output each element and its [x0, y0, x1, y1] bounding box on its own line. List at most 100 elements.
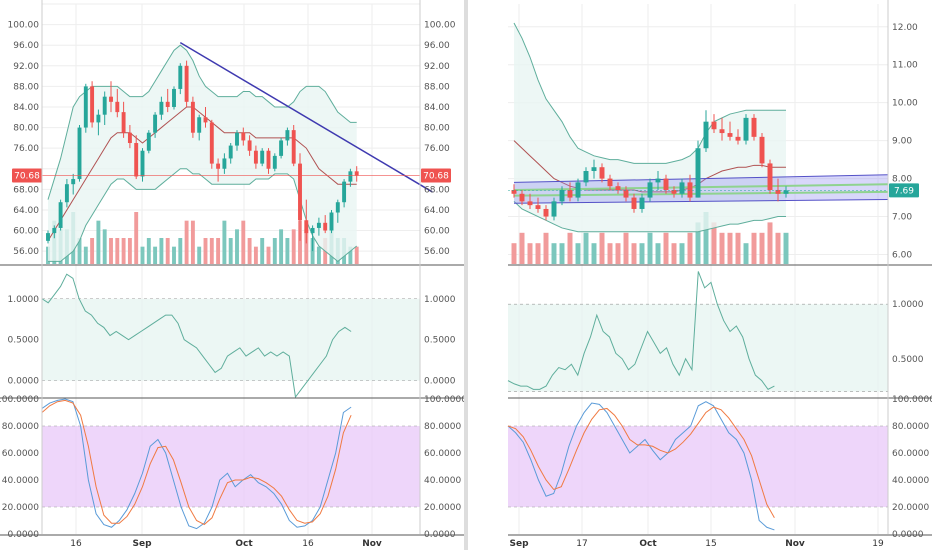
candlesticks	[46, 60, 359, 252]
stochastic-pane-tick-right: 40.0000	[424, 476, 461, 486]
volume-bar	[272, 238, 277, 264]
volume-bar	[241, 220, 246, 264]
stochastic-pane-tick-left: 40.0000	[2, 476, 39, 486]
volume-bar	[235, 229, 239, 264]
oscillator-pane-tick-right: 0.0000	[424, 377, 456, 387]
price-tick-label-right: 8.00	[892, 175, 912, 185]
candle	[71, 173, 76, 195]
price-tick-label-right: 92.00	[424, 62, 450, 72]
candle	[519, 189, 525, 206]
candle	[354, 166, 359, 182]
candle-body	[335, 202, 340, 213]
candle-body	[172, 88, 176, 107]
price-tick-label-left: 88.00	[13, 82, 39, 92]
volume-bar	[599, 232, 605, 264]
candle-body	[279, 140, 284, 156]
price-tick-label-right: 80.00	[424, 124, 450, 134]
price-tick-label-right: 60.00	[424, 227, 450, 237]
regression-channel-lower	[513, 198, 889, 204]
volume-bar	[178, 238, 183, 264]
time-tick-label: 16	[70, 539, 82, 549]
candle-body	[354, 171, 359, 176]
candle	[228, 143, 233, 164]
candle-body	[783, 190, 789, 194]
volume-bar	[203, 238, 208, 264]
stochastic-d-line	[41, 399, 352, 526]
candle-body	[209, 122, 214, 164]
price-tick-label-left: 56.00	[13, 247, 39, 257]
candle	[607, 174, 613, 190]
price-tick-label-right: 11.00	[892, 61, 918, 71]
candle	[190, 96, 195, 138]
candle	[671, 186, 677, 198]
candle-body	[153, 114, 158, 133]
stochastic-k-line	[507, 401, 775, 531]
candle-body	[703, 121, 709, 149]
candle-body	[751, 117, 757, 137]
candle	[551, 197, 557, 221]
volume-bar	[260, 238, 265, 264]
candle	[348, 168, 353, 187]
candle-body	[83, 86, 88, 128]
volume-bar	[695, 222, 701, 264]
volume-bar	[153, 246, 158, 264]
volume-bar	[127, 238, 132, 264]
price-tick-label-right: 10.00	[892, 99, 918, 109]
volume-bar	[719, 232, 725, 264]
candle-body	[159, 101, 164, 115]
volume-bar	[222, 220, 227, 264]
price-tick-label-left: 80.00	[13, 124, 39, 134]
candle	[272, 153, 277, 172]
candle	[285, 127, 290, 146]
volume-bar	[216, 238, 221, 264]
volume-bar	[121, 238, 126, 264]
price-tick-label-left: 76.00	[13, 144, 39, 154]
last-price-badge-label: 70.68	[423, 172, 449, 182]
candle-body	[735, 136, 741, 141]
candle	[751, 114, 757, 141]
candle-body	[266, 150, 271, 169]
candle	[260, 148, 265, 167]
candle-body	[140, 150, 145, 177]
oscillator-pane: 0.5000 1.0000	[507, 271, 924, 392]
volume-bar	[607, 243, 613, 264]
stochastic-pane-tick-right: 100.0000	[892, 395, 932, 405]
candle	[655, 171, 661, 190]
candle-body	[115, 101, 120, 113]
volume-bar	[671, 243, 677, 264]
candle	[153, 112, 158, 138]
candle-body	[228, 145, 233, 159]
last-price-badge-bg	[889, 183, 919, 198]
candle-body	[134, 143, 139, 177]
candle	[759, 133, 765, 168]
oscillator-pane-tick-right: 1.0000	[424, 295, 456, 305]
price-tick-label-left: 64.00	[13, 206, 39, 216]
volume-bar	[703, 212, 709, 264]
candle	[679, 178, 685, 198]
candle-body	[64, 184, 69, 203]
stochastic-pane-tick-right: 40.0000	[892, 476, 929, 486]
stochastic-pane-tick-left: 20.0000	[2, 503, 39, 513]
volume-bar	[109, 238, 113, 264]
candle-body	[759, 136, 765, 164]
regression-channel-fill	[514, 174, 888, 204]
candle-body	[46, 233, 50, 241]
oscillator-pane-tick-right: 1.0000	[892, 300, 924, 310]
volume-bar	[711, 222, 717, 264]
chart-panel-left: 70.68 70.68 56.00 56.00 60.00 60.00 64.00 64.00…	[0, 0, 467, 549]
volume-bar	[90, 238, 95, 264]
volume-bar	[316, 246, 321, 264]
candle-body	[511, 189, 517, 194]
price-tick-label-right: 64.00	[424, 206, 450, 216]
candle-body	[727, 133, 733, 137]
price-tick-label-right: 88.00	[424, 82, 450, 92]
volume-bar	[354, 246, 359, 264]
candle-body	[615, 186, 621, 190]
chart-panel-right: 7.69 6.00 7.00 8.00 9.00 10.00 11.00 12.00 0.500…	[507, 0, 932, 549]
volume-bar	[687, 232, 693, 264]
candle-body	[90, 86, 95, 123]
last-price-badge-label: 70.68	[14, 172, 40, 182]
volume-bar	[77, 238, 82, 264]
candle-body	[767, 163, 773, 190]
